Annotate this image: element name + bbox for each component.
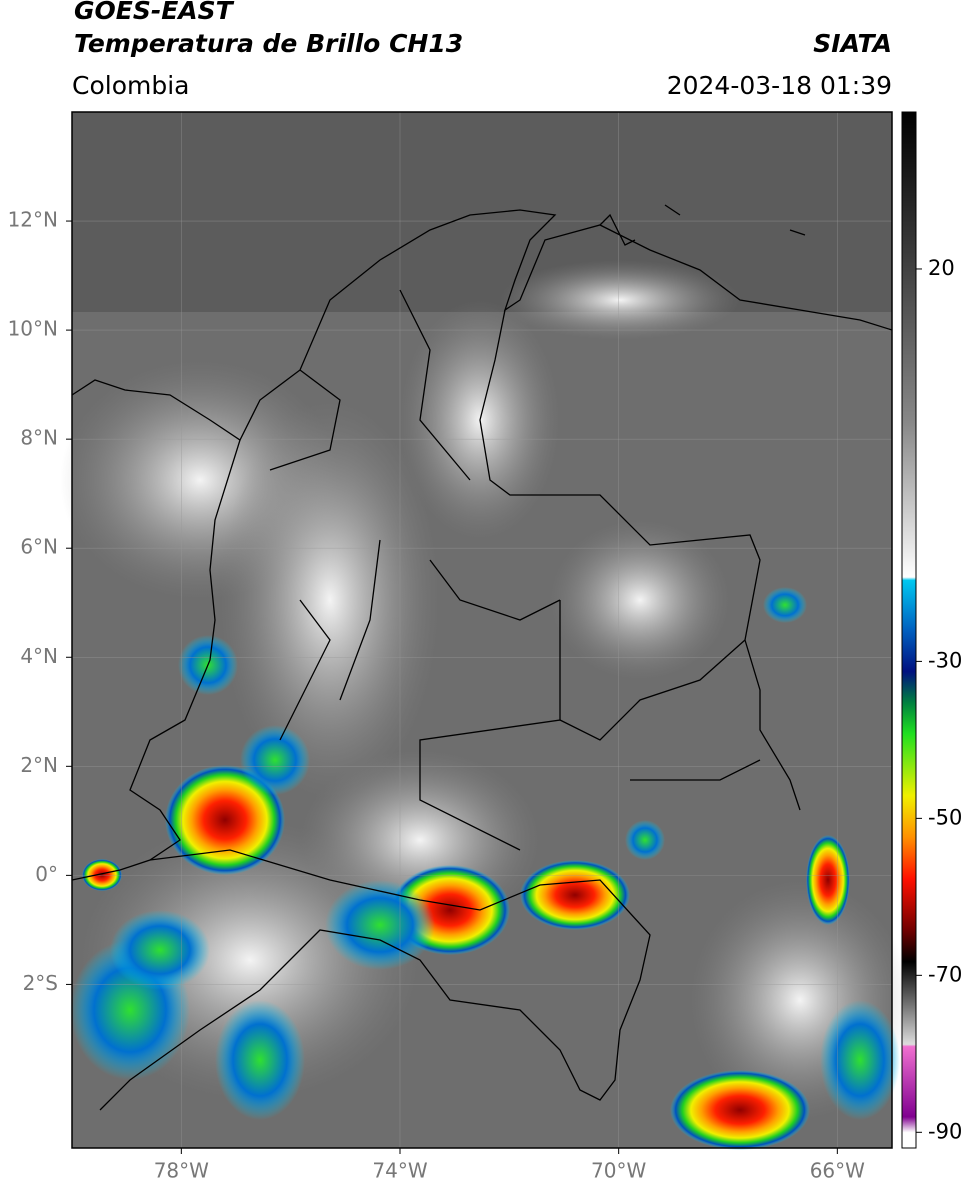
x-tick-label: 74°W (372, 1159, 427, 1183)
y-tick-label: 0° (35, 862, 58, 886)
y-tick-label: 6°N (20, 535, 58, 559)
y-tick-label: 12°N (8, 208, 58, 232)
title: GOES-EAST (74, 0, 235, 25)
colorbar-tick-label: -30 (928, 648, 962, 672)
colorbar-tick-label: 20 (928, 256, 955, 280)
borders (71, 204, 893, 1111)
y-tick-label: 2°N (20, 753, 58, 777)
y-tick-label: 8°N (20, 426, 58, 450)
satellite-image (60, 112, 910, 1150)
subtitle: Temperatura de Brillo CH13 (74, 29, 463, 58)
colorbar-tick-label: -70 (928, 962, 962, 986)
y-tick-label: 10°N (8, 317, 58, 341)
x-tick-label: 70°W (591, 1159, 646, 1183)
source: SIATA (813, 29, 892, 58)
grid (72, 112, 892, 1148)
datetime: 2024-03-18 01:39 (667, 71, 892, 100)
colorbar-tick-label: -50 (928, 805, 962, 829)
colorbar (901, 111, 917, 1149)
y-tick-label: 2°S (23, 971, 58, 995)
colorbar-tick-label: -90 (928, 1119, 962, 1143)
map-frame (71, 111, 893, 1149)
region: Colombia (72, 71, 189, 100)
x-tick-label: 66°W (810, 1159, 865, 1183)
x-tick-label: 78°W (154, 1159, 209, 1183)
y-tick-label: 4°N (20, 644, 58, 668)
